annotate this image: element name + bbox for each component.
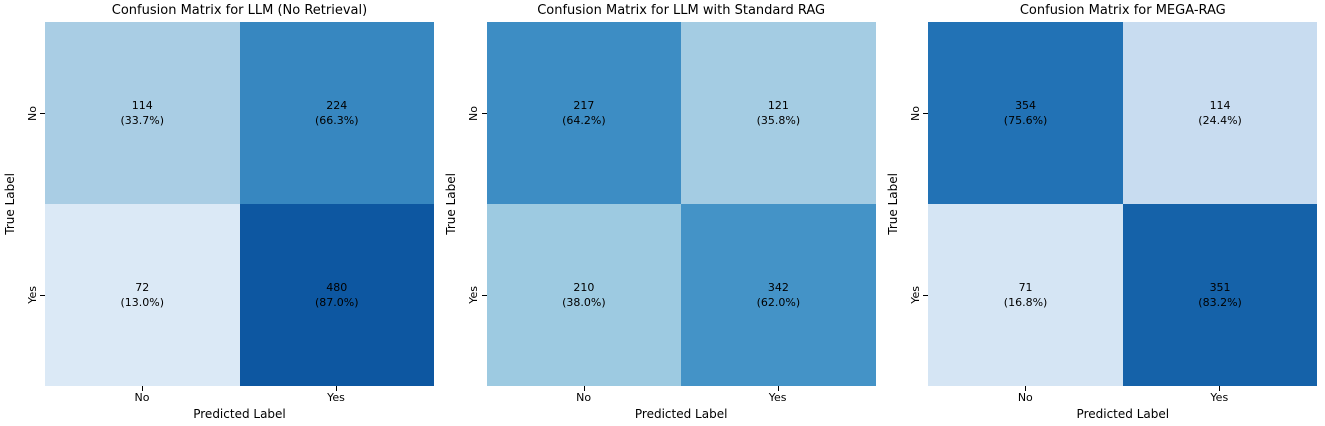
matrix-cell-fp: 114 (24.4%) (1122, 22, 1318, 204)
x-tick-label-yes: Yes (327, 391, 345, 404)
y-tick-label-yes: Yes (467, 286, 481, 304)
panel-mega-rag: Confusion Matrix for MEGA-RAG True Label… (883, 0, 1325, 426)
cell-count: 224 (326, 98, 348, 112)
cell-count: 217 (573, 98, 595, 112)
cell-percent: (16.8%) (1003, 296, 1048, 309)
matrix-cell-fn: 210 (38.0%) (486, 204, 682, 386)
x-tick-mark (1219, 386, 1221, 391)
y-tick-mark (481, 295, 487, 296)
x-tick-label-yes: Yes (768, 391, 787, 404)
x-tick-label-yes: Yes (1210, 391, 1229, 404)
y-tick-label-yes: Yes (25, 286, 39, 304)
x-tick-label-no: No (576, 391, 592, 404)
x-tick-mark (777, 386, 779, 391)
cell-count: 210 (573, 280, 595, 294)
cell-percent: (66.3%) (314, 114, 359, 127)
cell-percent: (83.2%) (1198, 296, 1242, 309)
confusion-matrix-grid: 354 (75.6%) 114 (24.4%) 71 (16.8%) 351 (… (928, 22, 1318, 386)
x-axis-label: Predicted Label (634, 407, 728, 421)
y-tick-label-yes: Yes (908, 286, 922, 304)
matrix-cell-fp: 224 (66.3%) (239, 22, 434, 204)
panel-llm-standard-rag: Confusion Matrix for LLM with Standard R… (442, 0, 884, 426)
x-tick-label-no: No (1017, 391, 1033, 404)
cell-percent: (64.2%) (562, 114, 606, 127)
matrix-cell-fn: 72 (13.0%) (45, 204, 240, 386)
cell-count: 72 (135, 280, 150, 294)
x-axis-label: Predicted Label (193, 407, 286, 421)
matrix-cell-tp: 342 (62.0%) (681, 204, 876, 386)
y-tick-label-no: No (908, 105, 922, 121)
cell-count: 114 (1209, 98, 1231, 112)
cell-percent: (62.0%) (756, 296, 801, 309)
x-tick-mark (142, 386, 143, 391)
matrix-cell-fn: 71 (16.8%) (928, 204, 1123, 386)
chart-title: Confusion Matrix for LLM (No Retrieval) (111, 3, 368, 18)
cell-percent: (35.8%) (756, 114, 801, 127)
chart-title: Confusion Matrix for MEGA-RAG (1019, 3, 1226, 18)
cell-count: 114 (131, 98, 153, 112)
cell-percent: (75.6%) (1003, 114, 1048, 127)
cell-percent: (87.0%) (314, 296, 359, 309)
cell-percent: (38.0%) (562, 296, 606, 309)
cell-count: 351 (1209, 280, 1231, 294)
confusion-matrix-grid: 114 (33.7%) 224 (66.3%) 72 (13.0%) 480 (… (45, 22, 434, 386)
y-axis-label: True Label (2, 173, 17, 235)
y-tick-label-no: No (467, 105, 481, 121)
cell-percent: (33.7%) (120, 114, 165, 127)
cell-percent: (13.0%) (120, 296, 165, 309)
matrix-cell-tn: 354 (75.6%) (928, 22, 1123, 204)
y-tick-mark (481, 113, 487, 114)
y-axis-label: True Label (444, 173, 459, 235)
cell-count: 71 (1018, 280, 1033, 294)
cell-count: 480 (326, 280, 348, 294)
matrix-cell-tn: 217 (64.2%) (486, 22, 682, 204)
matrix-cell-tp: 351 (83.2%) (1122, 204, 1318, 386)
x-tick-label-no: No (134, 391, 150, 404)
matrix-cell-fp: 121 (35.8%) (681, 22, 876, 204)
cell-count: 354 (1015, 98, 1037, 112)
y-tick-mark (40, 295, 45, 296)
x-tick-mark (583, 386, 585, 391)
x-tick-mark (1025, 386, 1027, 391)
panel-llm-no-retrieval: Confusion Matrix for LLM (No Retrieval) … (0, 0, 442, 426)
y-tick-mark (40, 113, 45, 114)
y-tick-label-no: No (25, 105, 39, 121)
matrix-cell-tp: 480 (87.0%) (239, 204, 434, 386)
cell-count: 342 (767, 280, 789, 294)
x-tick-mark (336, 386, 337, 391)
x-axis-label: Predicted Label (1076, 407, 1170, 421)
cell-count: 121 (767, 98, 789, 112)
y-axis-label: True Label (885, 173, 900, 235)
y-tick-mark (923, 295, 929, 296)
matrix-cell-tn: 114 (33.7%) (45, 22, 240, 204)
confusion-matrix-grid: 217 (64.2%) 121 (35.8%) 210 (38.0%) 342 … (486, 22, 876, 386)
chart-title: Confusion Matrix for LLM with Standard R… (537, 3, 826, 18)
y-tick-mark (923, 113, 929, 114)
cell-percent: (24.4%) (1198, 114, 1242, 127)
